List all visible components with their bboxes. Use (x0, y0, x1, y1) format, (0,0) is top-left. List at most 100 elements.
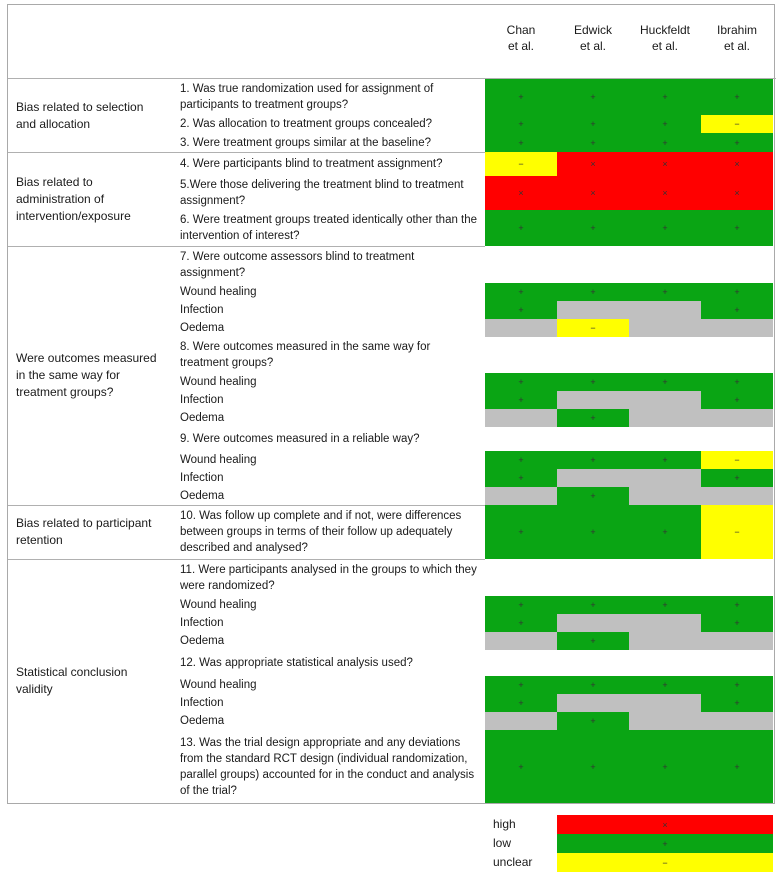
question-label: Oedema (180, 488, 224, 504)
study-header-line: Chan (485, 22, 557, 38)
question-label: Wound healing (180, 597, 257, 613)
rating-symbol: + (662, 119, 667, 129)
rating-symbol: + (734, 473, 739, 483)
rating-cell: + (485, 79, 557, 115)
study-header-line: et al. (629, 38, 701, 54)
category-label: Bias related to selection and allocation (16, 99, 143, 133)
rating-cell: + (701, 469, 773, 487)
question-text: 8. Were outcomes measured in the same wa… (180, 337, 480, 373)
category-line: Statistical conclusion (16, 664, 127, 681)
rating-cell: + (701, 283, 773, 301)
category-line: validity (16, 681, 127, 698)
rating-cell (557, 614, 629, 632)
rating-cell (629, 469, 701, 487)
rating-cell (557, 301, 629, 319)
question-text: Wound healing (180, 283, 480, 301)
question-text: Infection (180, 614, 480, 632)
rating-symbol: + (518, 618, 523, 628)
rating-cell: − (557, 319, 629, 337)
rating-symbol: × (518, 188, 523, 198)
rating-symbol: × (662, 188, 667, 198)
rating-symbol: + (518, 377, 523, 387)
rating-symbol: + (518, 473, 523, 483)
rating-symbol: + (590, 762, 595, 772)
question-text: 13. Was the trial design appropriate and… (180, 730, 480, 803)
rating-cell: × (629, 152, 701, 176)
rating-cell (629, 614, 701, 632)
rating-cell: + (701, 301, 773, 319)
question-label: 6. Were treatment groups treated identic… (180, 212, 480, 244)
question-label: 5.Were those delivering the treatment bl… (180, 177, 480, 209)
rating-symbol: + (590, 377, 595, 387)
category-label: Statistical conclusion validity (16, 664, 127, 698)
rating-symbol: + (590, 636, 595, 646)
legend-symbol: + (662, 839, 667, 849)
question-label: 10. Was follow up complete and if not, w… (180, 508, 480, 556)
rating-symbol: + (590, 92, 595, 102)
rating-cell: + (557, 451, 629, 469)
rating-symbol: + (734, 223, 739, 233)
rating-cell (629, 301, 701, 319)
question-text: Wound healing (180, 451, 480, 469)
rating-symbol: + (662, 377, 667, 387)
question-label: 9. Were outcomes measured in a reliable … (180, 431, 420, 447)
rating-symbol: − (734, 527, 739, 537)
rating-cell: + (629, 133, 701, 152)
rating-symbol: × (734, 159, 739, 169)
legend-swatch: + (557, 834, 773, 853)
rating-symbol: + (734, 395, 739, 405)
question-text: 12. Was appropriate statistical analysis… (180, 650, 480, 676)
rating-cell (701, 487, 773, 505)
rating-cell: + (629, 730, 701, 803)
question-label: Oedema (180, 633, 224, 649)
category-line: in the same way for (16, 367, 157, 384)
rating-cell: + (485, 730, 557, 803)
question-label: Wound healing (180, 284, 257, 300)
rating-symbol: + (518, 92, 523, 102)
rating-cell (557, 469, 629, 487)
rating-symbol: + (590, 138, 595, 148)
question-text: Wound healing (180, 373, 480, 391)
rating-symbol: + (662, 138, 667, 148)
rating-cell: − (701, 115, 773, 133)
rating-cell: + (701, 614, 773, 632)
study-header-line: et al. (557, 38, 629, 54)
rating-cell: + (701, 694, 773, 712)
rating-cell: + (701, 730, 773, 803)
rating-symbol: + (518, 223, 523, 233)
study-header-line: et al. (701, 38, 773, 54)
rating-symbol: + (734, 762, 739, 772)
rating-cell: − (701, 451, 773, 469)
rating-cell: + (557, 487, 629, 505)
rating-symbol: − (590, 323, 595, 333)
question-label: 7. Were outcome assessors blind to treat… (180, 249, 480, 281)
question-text: 4. Were participants blind to treatment … (180, 152, 480, 176)
rating-symbol: + (590, 600, 595, 610)
question-label: Wound healing (180, 677, 257, 693)
legend-symbol: − (662, 858, 667, 868)
question-text: Oedema (180, 319, 480, 337)
rating-symbol: + (518, 527, 523, 537)
rating-symbol: + (662, 600, 667, 610)
rating-symbol: + (662, 223, 667, 233)
rating-cell: + (557, 373, 629, 391)
rating-cell: + (485, 505, 557, 559)
rating-cell (701, 712, 773, 730)
study-header-line: Edwick (557, 22, 629, 38)
rating-symbol: + (590, 527, 595, 537)
study-header-line: Huckfeldt (629, 22, 701, 38)
rating-cell (629, 712, 701, 730)
rating-cell: + (557, 283, 629, 301)
question-text: Infection (180, 469, 480, 487)
rating-cell: − (701, 505, 773, 559)
question-text: 5.Were those delivering the treatment bl… (180, 176, 480, 210)
rating-symbol: + (518, 287, 523, 297)
rating-cell (701, 409, 773, 427)
rating-symbol: + (518, 455, 523, 465)
rating-symbol: + (734, 138, 739, 148)
rating-cell (485, 409, 557, 427)
legend-label: high (493, 815, 516, 833)
legend-swatch: × (557, 815, 773, 834)
rating-symbol: + (518, 395, 523, 405)
rating-cell: + (485, 614, 557, 632)
